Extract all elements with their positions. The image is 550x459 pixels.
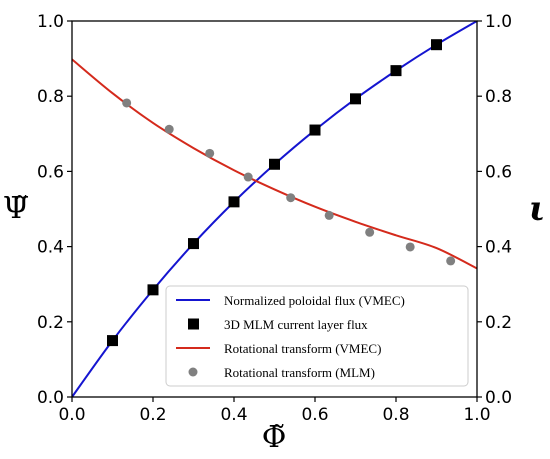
x-tick-label: 0.6	[301, 405, 328, 425]
y-tick-label: 1.0	[37, 12, 64, 32]
y-right-tick-label: 0.4	[485, 238, 512, 258]
y-right-tick-label: 0.6	[485, 162, 512, 182]
legend-label: Rotational transform (MLM)	[224, 365, 375, 380]
y-right-tick-label: 1.0	[485, 12, 512, 32]
square-marker	[107, 335, 118, 347]
circle-marker	[122, 98, 132, 108]
square-marker	[390, 65, 402, 77]
x-tick-label: 1.0	[463, 405, 490, 425]
y-right-tick-label: 0.2	[485, 313, 512, 333]
x-tick-label: 0.8	[382, 405, 409, 425]
x-tick-label: 0.4	[220, 405, 247, 425]
circle-marker	[446, 256, 456, 266]
legend-box	[165, 285, 469, 387]
square-marker	[309, 124, 321, 136]
legend-square-swatch	[188, 318, 199, 330]
circle-marker	[324, 210, 334, 220]
x-axis-label: Φ̃	[262, 420, 287, 455]
legend-circle-swatch	[188, 367, 198, 377]
square-marker	[269, 158, 280, 170]
circle-marker	[205, 148, 215, 158]
y-axis-label: Ψ̃	[3, 191, 29, 226]
legend-label: 3D MLM current layer flux	[224, 317, 368, 332]
y-tick-label: 0.4	[37, 238, 64, 258]
circle-marker	[286, 193, 296, 203]
y-tick-label: 0.2	[37, 313, 64, 333]
series-line-2	[72, 58, 477, 270]
plot-frame	[71, 20, 478, 398]
square-marker	[228, 196, 240, 208]
circle-marker	[365, 227, 375, 237]
legend-label: Rotational transform (VMEC)	[224, 341, 381, 356]
circle-marker	[243, 172, 253, 182]
y-tick-label: 0.0	[37, 388, 64, 408]
legend: Normalized poloidal flux (VMEC) 3D MLM cu…	[165, 285, 469, 387]
y-tick-label: 0.8	[37, 87, 64, 107]
x-tick-label: 0.0	[58, 405, 85, 425]
x-tick-label: 0.2	[139, 405, 166, 425]
square-marker	[147, 284, 159, 296]
circle-marker	[164, 124, 174, 134]
y-right-tick-label: 0.0	[485, 388, 512, 408]
legend-label: Normalized poloidal flux (VMEC)	[224, 293, 405, 308]
y-tick-label: 0.6	[37, 162, 64, 182]
square-marker	[188, 238, 199, 250]
square-marker	[350, 93, 361, 105]
circle-marker	[405, 242, 415, 252]
y-right-tick-label: 0.8	[485, 87, 512, 107]
y-axis-right-label: ι	[529, 189, 545, 229]
square-marker	[431, 39, 442, 51]
